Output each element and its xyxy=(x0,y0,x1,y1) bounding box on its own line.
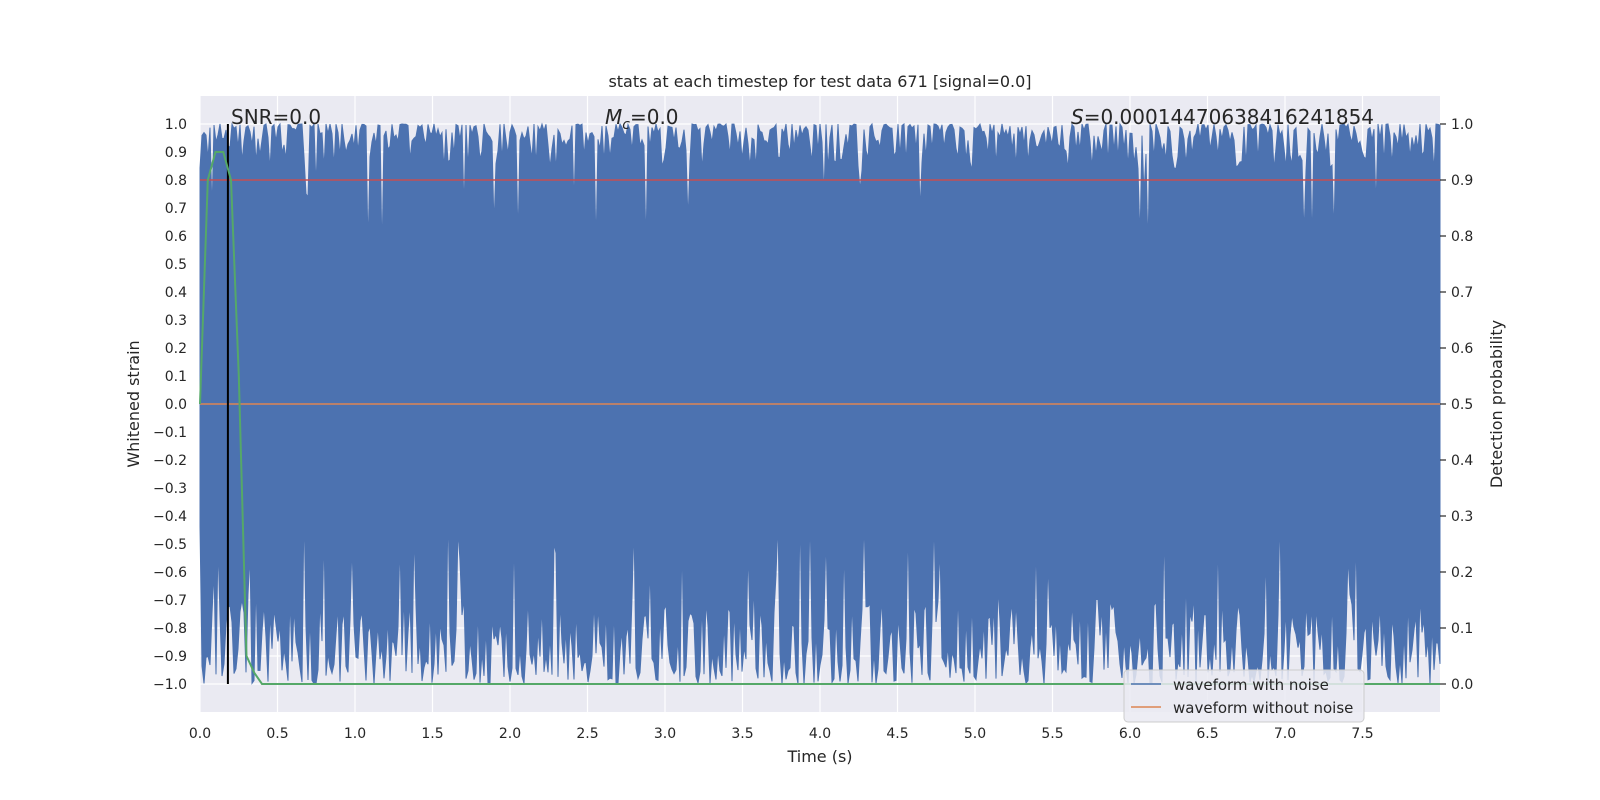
x-tick-label: 4.5 xyxy=(886,726,908,742)
y2-tick-label: 0.6 xyxy=(1451,341,1473,357)
detection-probability-line xyxy=(199,151,1440,685)
x-tick-label: 4.0 xyxy=(809,726,831,742)
y-tick-label: −0.4 xyxy=(153,509,187,525)
x-tick-label: 1.0 xyxy=(344,726,366,742)
y2-tick-label: 0.8 xyxy=(1451,229,1473,245)
y-tick-label: −0.9 xyxy=(153,649,187,665)
legend-label-clean: waveform without noise xyxy=(1173,699,1353,717)
x-tick-label: 6.0 xyxy=(1119,726,1141,742)
x-tick-label: 3.0 xyxy=(654,726,676,742)
y-tick-label: −0.2 xyxy=(153,453,187,469)
y-tick-label: 0.6 xyxy=(165,229,187,245)
y-tick-label: −0.3 xyxy=(153,481,187,497)
y2-tick-label: 0.4 xyxy=(1451,453,1473,469)
x-tick-label: 0.0 xyxy=(189,726,211,742)
y2-tick-label: 0.0 xyxy=(1451,677,1473,693)
y-tick-label: 0.3 xyxy=(165,313,187,329)
y-tick-label: 0.8 xyxy=(165,173,187,189)
x-tick-label: 1.5 xyxy=(421,726,443,742)
y2-axis-label: Detection probability xyxy=(1487,320,1506,488)
y-tick-label: 0.2 xyxy=(165,341,187,357)
x-tick-label: 2.5 xyxy=(576,726,598,742)
legend: waveform with noise waveform without noi… xyxy=(1123,669,1365,723)
y-tick-label: 0.7 xyxy=(165,201,187,217)
x-tick-label: 7.5 xyxy=(1351,726,1373,742)
x-axis-label: Time (s) xyxy=(786,747,852,766)
legend-label-noise: waveform with noise xyxy=(1173,676,1329,694)
x-tick-label: 5.0 xyxy=(964,726,986,742)
y-axis-label: Whitened strain xyxy=(124,340,143,467)
y-tick-label: −0.8 xyxy=(153,621,187,637)
y-tick-label: −0.6 xyxy=(153,565,187,581)
y-tick-label: 1.0 xyxy=(165,117,187,133)
chirp-mass-annotation: Mc=0.0 xyxy=(605,105,679,133)
legend-box xyxy=(1123,669,1365,723)
x-axis-ticks: 0.0 0.5 1.0 1.5 2.0 2.5 3.0 3.5 4.0 4.5 5.0 5.5 6.0 6… xyxy=(189,726,1374,742)
y-tick-label: −0.1 xyxy=(153,425,187,441)
score-annotation: S=0.00014470638416241854 xyxy=(1071,105,1374,129)
snr-annotation: SNR=0.0 xyxy=(231,105,321,129)
y-tick-label: 0.5 xyxy=(165,257,187,273)
y2-tick-label: 1.0 xyxy=(1451,117,1473,133)
x-tick-label: 0.5 xyxy=(266,726,288,742)
x-tick-label: 6.5 xyxy=(1196,726,1218,742)
y2-tick-label: 0.9 xyxy=(1451,173,1473,189)
x-tick-label: 5.5 xyxy=(1041,726,1063,742)
y-tick-label: 0.1 xyxy=(165,369,187,385)
x-tick-label: 3.5 xyxy=(731,726,753,742)
y-tick-label: −0.5 xyxy=(153,537,187,553)
y-tick-label: −0.7 xyxy=(153,593,187,609)
x-tick-label: 2.0 xyxy=(499,726,521,742)
y-tick-label: 0.9 xyxy=(165,145,187,161)
y2-tick-label: 0.1 xyxy=(1451,621,1473,637)
y-axis-ticks: 1.0 0.9 0.8 0.7 0.6 0.5 0.4 0.3 0.2 0.1 0.0 −0.1 −0.… xyxy=(153,117,187,693)
y2-tick-label: 0.5 xyxy=(1451,397,1473,413)
y-tick-label: 0.4 xyxy=(165,285,187,301)
y-tick-label: −1.0 xyxy=(153,677,187,693)
y2-tick-label: 0.2 xyxy=(1451,565,1473,581)
x-tick-label: 7.0 xyxy=(1274,726,1296,742)
y2-tick-label: 0.3 xyxy=(1451,509,1473,525)
y2-axis-ticks: 1.0 0.9 0.8 0.7 0.6 0.5 0.4 0.3 0.2 0.1 0.0 xyxy=(1440,117,1473,693)
y-tick-label: 0.0 xyxy=(165,397,187,413)
chart-title: stats at each timestep for test data 671… xyxy=(608,72,1031,91)
y2-tick-label: 0.7 xyxy=(1451,285,1473,301)
